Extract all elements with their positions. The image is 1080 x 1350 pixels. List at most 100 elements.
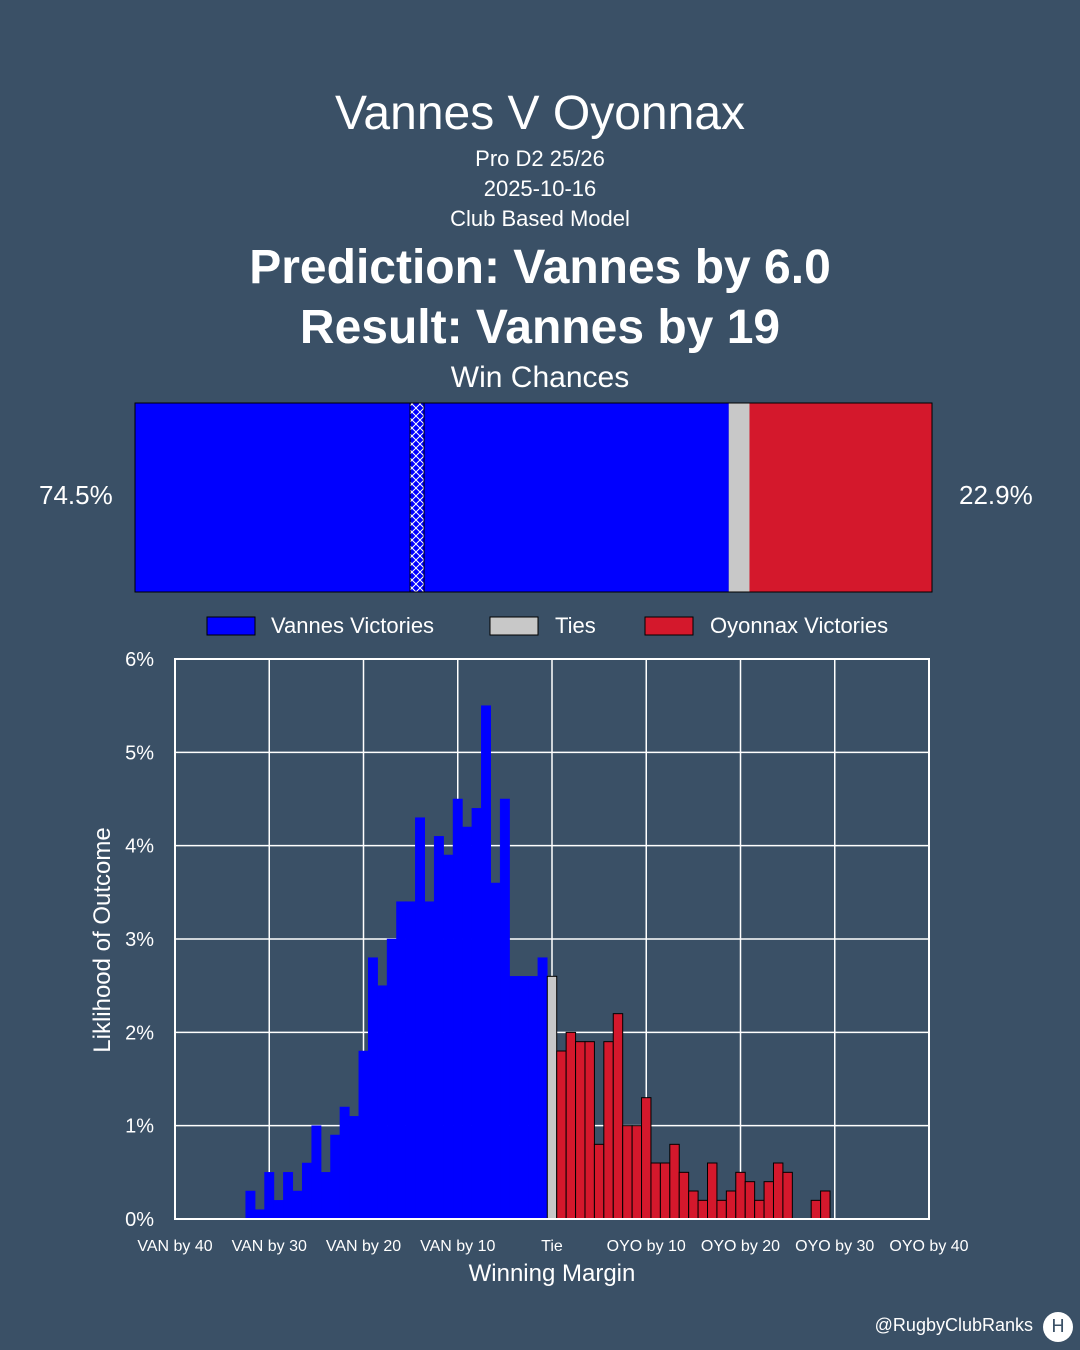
y-tick-label: 4%: [125, 836, 154, 858]
histogram-bar: [424, 901, 435, 1220]
win-chances-title: Win Chances: [450, 361, 630, 394]
y-axis-label: Liklihood of Outcome: [89, 827, 116, 1052]
y-tick-label: 0%: [125, 1209, 154, 1231]
histogram-bar: [603, 1041, 614, 1220]
x-tick-label: VAN by 20: [326, 1238, 401, 1255]
histogram-bar: [386, 938, 397, 1220]
credit-handle: @RugbyClubRanks: [874, 1315, 1033, 1335]
histogram-bar: [650, 1162, 661, 1220]
bar-segment-home: [135, 403, 729, 592]
y-tick-label: 5%: [125, 742, 154, 764]
bar-segment-tie: [728, 403, 750, 592]
histogram-bar: [499, 798, 510, 1220]
y-tick-label: 6%: [125, 649, 154, 671]
y-tick-label: 3%: [125, 929, 154, 951]
histogram-bar: [584, 1041, 595, 1220]
histogram-bar: [367, 957, 378, 1220]
model-label: Club Based Model: [450, 206, 630, 231]
histogram-bar: [744, 1181, 756, 1220]
histogram-bar: [490, 882, 501, 1220]
histogram-bar: [320, 1172, 331, 1220]
histogram-bar: [820, 1190, 831, 1220]
histogram-bar: [707, 1162, 718, 1220]
histogram-bar: [612, 1013, 624, 1220]
histogram-bar: [377, 985, 388, 1220]
prediction-text: Prediction: Vannes by 6.0: [249, 241, 831, 294]
x-tick-label: VAN by 40: [137, 1238, 212, 1255]
competition-label: Pro D2 25/26: [475, 146, 605, 171]
rugby-posts-icon: H: [1043, 1312, 1073, 1342]
y-tick-label: 1%: [125, 1116, 154, 1138]
histogram-bar: [754, 1199, 765, 1220]
histogram-bar: [245, 1190, 256, 1220]
histogram-bar: [735, 1171, 746, 1220]
histogram-bar: [546, 975, 558, 1220]
legend-label-tie: Ties: [555, 613, 596, 638]
histogram-bar: [622, 1125, 633, 1220]
histogram-bar: [283, 1172, 294, 1220]
result-text: Result: Vannes by 19: [299, 301, 781, 354]
histogram-bar: [716, 1199, 727, 1220]
histogram-bar: [688, 1190, 699, 1220]
histogram-bar: [518, 976, 529, 1220]
x-tick-label: OYO by 20: [701, 1238, 780, 1255]
legend-label-home: Vannes Victories: [271, 613, 434, 638]
histogram-bar: [339, 1106, 350, 1220]
histogram-bar: [556, 1050, 567, 1220]
histogram-bar: [415, 817, 426, 1220]
histogram-bar: [349, 1116, 360, 1220]
histogram-bar: [763, 1181, 774, 1220]
match-date: 2025-10-16: [483, 176, 597, 201]
histogram-bar: [443, 854, 454, 1220]
x-tick-label: Tie: [541, 1238, 563, 1255]
histogram-bar: [565, 1031, 577, 1220]
histogram-bar: [358, 1050, 369, 1220]
legend: Vannes Victories Ties Oyonnax Victories: [206, 613, 888, 638]
x-tick-label: VAN by 10: [420, 1238, 495, 1255]
histogram-bar: [481, 705, 491, 1220]
bar-segment-away: [749, 403, 932, 592]
legend-swatch-home: [206, 616, 256, 636]
axes: VAN by 40 VAN by 30 VAN by 20 VAN by 10 Tie O…: [125, 649, 969, 1255]
histogram-bar: [509, 976, 520, 1220]
histogram-bar: [396, 901, 407, 1220]
page-title: Vannes V Oyonnax: [334, 87, 746, 140]
histogram-bar: [433, 836, 444, 1220]
legend-swatch-away: [644, 616, 694, 636]
histogram-bar: [254, 1209, 265, 1220]
histogram-bar: [301, 1162, 312, 1220]
histogram-bar: [537, 957, 548, 1220]
histogram-bar: [772, 1162, 784, 1220]
histogram-bar: [528, 976, 539, 1220]
home-win-percentage: 74.5%: [39, 480, 113, 510]
x-tick-label: OYO by 30: [795, 1238, 874, 1255]
histogram-bar: [330, 1134, 341, 1220]
x-tick-label: OYO by 10: [607, 1238, 686, 1255]
legend-swatch-tie: [489, 616, 539, 636]
histogram-bar: [593, 1143, 605, 1220]
histogram-bar: [575, 1041, 586, 1220]
histogram-bar: [678, 1171, 690, 1220]
bar-outline: [134, 402, 933, 593]
histogram-bars: [245, 705, 831, 1220]
histogram-bar: [462, 826, 473, 1220]
histogram-bar: [405, 901, 416, 1220]
histogram-bar: [471, 808, 482, 1220]
y-tick-label: 2%: [125, 1022, 154, 1044]
histogram-bar: [669, 1143, 680, 1220]
plot-frame: [174, 658, 930, 1220]
histogram-bar: [631, 1125, 643, 1220]
histogram-bar: [725, 1190, 737, 1220]
histogram-bar: [311, 1125, 322, 1220]
legend-label-away: Oyonnax Victories: [710, 613, 888, 638]
x-tick-label: OYO by 40: [889, 1238, 968, 1255]
histogram-bar: [452, 798, 463, 1220]
histogram-bar: [782, 1171, 793, 1220]
histogram-bar: [697, 1199, 709, 1220]
win-chances-bar: Vannes Victories Ties Oyonnax Victories: [134, 402, 933, 638]
x-tick-label: VAN by 30: [232, 1238, 307, 1255]
away-win-percentage: 22.9%: [959, 480, 1033, 510]
x-axis-label: Winning Margin: [469, 1260, 636, 1287]
histogram-bar: [264, 1172, 275, 1220]
histogram-bar: [641, 1097, 652, 1220]
